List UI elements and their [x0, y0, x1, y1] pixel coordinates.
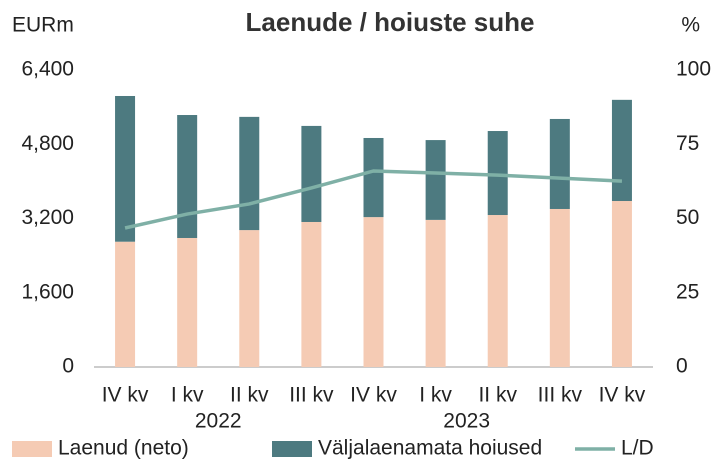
legend-swatch	[12, 441, 52, 457]
y2-axis-label: %	[681, 14, 700, 37]
legend-label: Väljalaenamata hoiused	[318, 437, 542, 460]
x-tick-label: I kv	[171, 384, 204, 407]
bar	[549, 118, 570, 209]
bar	[239, 230, 260, 367]
chart-title: Laenude / hoiuste suhe	[246, 7, 535, 37]
bar	[487, 131, 508, 216]
bar	[549, 208, 570, 367]
x-tick-label: II kv	[230, 384, 269, 407]
y2-tick-label: 100	[676, 58, 711, 81]
bar	[115, 95, 136, 242]
line	[124, 169, 623, 230]
x-tick-label: IV kv	[350, 384, 397, 407]
y-tick-label: 6,400	[21, 58, 74, 81]
bar	[487, 215, 508, 367]
x-tick-label: IV kv	[102, 384, 149, 407]
bar	[611, 201, 632, 367]
bar	[425, 140, 446, 220]
x-tick-label: III kv	[289, 384, 334, 407]
bar	[363, 217, 384, 367]
y2-tick-label: 75	[676, 132, 699, 155]
y2-tick-label: 0	[676, 355, 688, 378]
y-tick-label: 1,600	[21, 280, 74, 303]
y2-tick-label: 50	[676, 206, 699, 229]
bar	[239, 116, 260, 231]
y-tick-label: 0	[62, 355, 74, 378]
legend-label: L/D	[621, 437, 654, 460]
legend-label: Laenud (neto)	[58, 437, 189, 460]
bar	[177, 237, 198, 367]
year-label: 2023	[443, 410, 490, 433]
bar	[301, 125, 322, 222]
x-tick-label: II kv	[478, 384, 517, 407]
bar	[425, 219, 446, 367]
x-tick-label: I kv	[419, 384, 452, 407]
x-tick-label: IV kv	[599, 384, 646, 407]
y2-tick-label: 25	[676, 280, 699, 303]
bar	[611, 99, 632, 202]
bar	[301, 221, 322, 367]
year-label: 2022	[195, 410, 242, 433]
y-tick-label: 3,200	[21, 206, 74, 229]
bar	[115, 241, 136, 367]
x-tick-label: III kv	[538, 384, 583, 407]
legend-swatch	[272, 441, 312, 457]
bar	[177, 115, 198, 238]
y-tick-label: 4,800	[21, 132, 74, 155]
y-axis-label: EURm	[12, 14, 74, 37]
bar	[363, 137, 384, 218]
